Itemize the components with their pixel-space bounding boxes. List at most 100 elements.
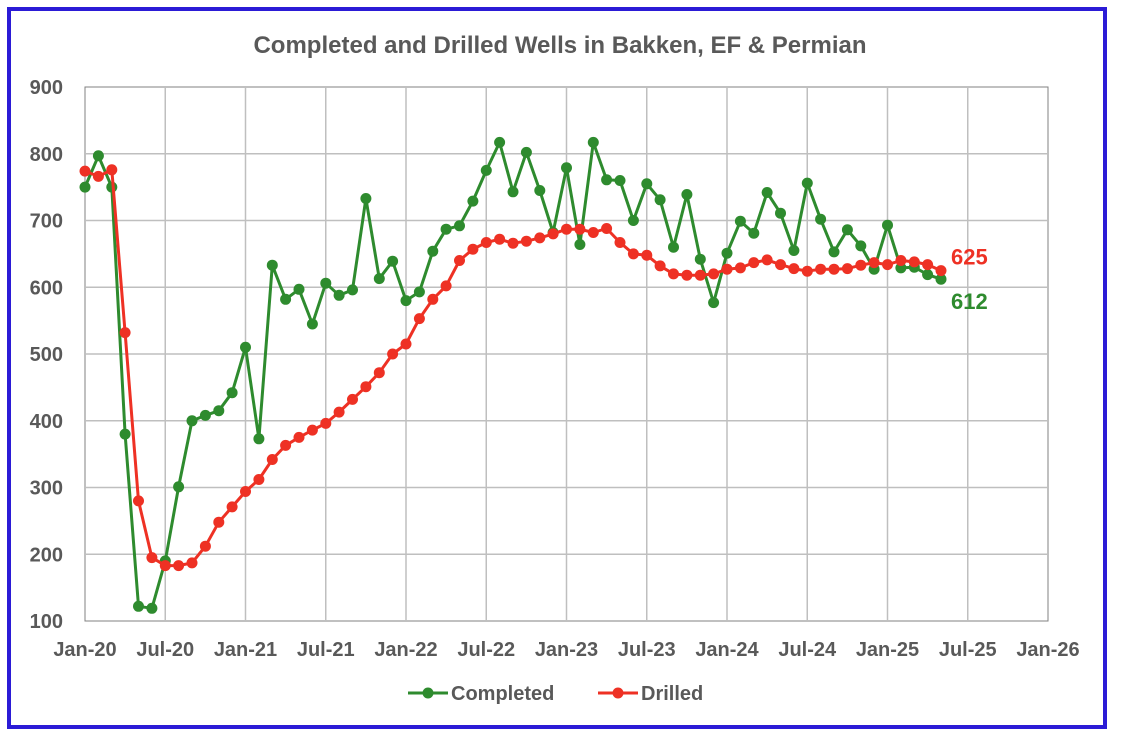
data-point (882, 219, 893, 231)
data-point (454, 220, 465, 232)
data-point (333, 289, 345, 301)
data-point (922, 269, 934, 281)
y-tick-label: 300 (30, 478, 63, 500)
data-point (681, 269, 693, 281)
data-point (868, 257, 880, 269)
data-point (320, 277, 332, 289)
data-point (601, 174, 613, 186)
y-tick-label: 500 (30, 344, 63, 366)
data-point (574, 239, 586, 250)
x-tick-label: Jul-22 (457, 639, 515, 661)
data-point (841, 224, 853, 236)
x-tick-label: Jul-21 (297, 639, 355, 661)
data-point (721, 247, 733, 259)
data-point (413, 286, 425, 298)
x-tick-label: Jul-24 (778, 639, 837, 661)
data-point (440, 280, 452, 292)
legend-label: Drilled (641, 683, 703, 705)
data-point (908, 256, 920, 268)
data-point (240, 486, 251, 497)
data-point (92, 170, 104, 182)
data-point (173, 481, 185, 493)
data-point (761, 254, 773, 266)
x-axis-ticks: Jan-20 Jul-20 Jan-21 Jul-21 Jan-22 Jul-22 Jan-… (53, 639, 1079, 661)
gridlines (85, 87, 1048, 621)
data-point (587, 227, 599, 238)
x-tick-label: Jul-20 (136, 639, 194, 661)
data-point (320, 417, 332, 429)
data-point (480, 237, 492, 248)
data-point (79, 165, 91, 177)
data-point (855, 240, 867, 252)
data-point (507, 237, 519, 249)
data-point (494, 233, 506, 245)
data-point (266, 259, 278, 271)
data-point (935, 265, 947, 277)
end-value-label: 625 (951, 245, 988, 270)
data-point (788, 263, 800, 275)
data-point (387, 348, 399, 360)
data-point (694, 269, 706, 281)
data-point (92, 150, 104, 162)
data-point (614, 237, 626, 248)
data-point (400, 338, 412, 350)
data-point (815, 213, 827, 225)
chart-title: Completed and Drilled Wells in Bakken, E… (253, 32, 866, 59)
x-tick-label: Jan-24 (695, 639, 759, 661)
data-point (293, 283, 305, 295)
series-drilled: 625 (79, 164, 988, 572)
data-point (333, 406, 345, 418)
data-point (454, 255, 465, 266)
data-point (226, 387, 238, 399)
legend-marker (422, 687, 434, 699)
data-point (360, 381, 372, 393)
data-point (280, 439, 292, 451)
x-tick-label: Jan-23 (535, 639, 598, 661)
series-completed: 612 (79, 136, 988, 614)
data-point (494, 136, 506, 148)
data-point (133, 495, 144, 507)
data-point (775, 259, 786, 271)
x-tick-label: Jul-23 (618, 639, 676, 661)
data-point (828, 246, 840, 258)
data-point (266, 454, 278, 465)
data-point (761, 187, 773, 198)
data-point (213, 405, 225, 417)
legend-marker (612, 687, 624, 699)
data-point (360, 193, 372, 204)
data-point (293, 431, 305, 443)
data-point (788, 245, 800, 256)
data-point (347, 393, 358, 405)
data-point (922, 259, 934, 271)
data-point (614, 175, 626, 186)
legend: Completed Drilled (408, 683, 703, 705)
data-point (280, 293, 292, 305)
data-point (79, 181, 91, 193)
y-axis-ticks: 100 200 300 400 500 600 700 800 900 (30, 77, 63, 633)
y-tick-label: 600 (30, 277, 63, 299)
data-point (748, 227, 760, 239)
data-point (734, 262, 746, 274)
legend-label: Completed (451, 683, 554, 705)
y-tick-label: 800 (30, 144, 63, 166)
data-point (534, 232, 546, 244)
data-point (146, 552, 158, 564)
data-point (507, 186, 519, 198)
series: 612 625 (79, 136, 988, 614)
data-point (159, 560, 171, 572)
data-point (119, 327, 131, 339)
data-point (668, 241, 679, 253)
data-point (708, 297, 720, 309)
data-point (587, 136, 599, 148)
y-tick-label: 400 (30, 411, 63, 433)
data-point (882, 259, 893, 271)
data-point (801, 177, 813, 189)
y-tick-label: 700 (30, 211, 63, 233)
data-point (347, 284, 358, 296)
data-point (480, 164, 492, 176)
data-point (815, 263, 827, 275)
data-point (186, 557, 198, 569)
data-point (467, 195, 479, 207)
data-point (373, 273, 385, 285)
